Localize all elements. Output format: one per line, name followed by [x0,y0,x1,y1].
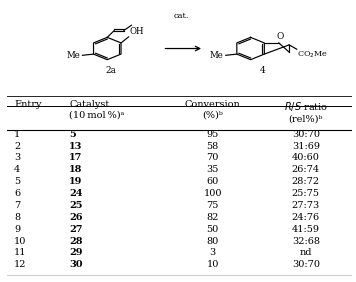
Text: 4: 4 [260,67,266,76]
Text: Me: Me [210,51,224,60]
Text: 24: 24 [69,189,83,198]
Text: 26: 26 [69,213,83,222]
Text: 31:69: 31:69 [292,142,320,151]
Text: 10: 10 [14,237,26,246]
Text: 5: 5 [14,177,20,186]
Text: 41:59: 41:59 [292,225,320,234]
Text: 80: 80 [206,237,219,246]
Text: 100: 100 [203,189,222,198]
Text: 13: 13 [69,142,83,151]
Text: 10: 10 [206,260,219,269]
Text: 1: 1 [14,130,20,139]
Text: 12: 12 [14,260,27,269]
Text: 2a: 2a [106,67,117,76]
Text: 28: 28 [69,237,83,246]
Text: 27:73: 27:73 [292,201,320,210]
Text: nd: nd [299,248,312,257]
Text: 75: 75 [206,201,219,210]
Text: cat.: cat. [174,12,189,20]
Text: 17: 17 [69,153,83,162]
Text: 82: 82 [206,213,219,222]
Text: 7: 7 [14,201,20,210]
Text: 27: 27 [69,225,83,234]
Text: 25:75: 25:75 [292,189,320,198]
Text: 32:68: 32:68 [292,237,320,246]
Text: O: O [277,32,284,41]
Text: 26:74: 26:74 [292,165,320,174]
Text: 28:72: 28:72 [292,177,320,186]
Text: 29: 29 [69,248,83,257]
Text: 19: 19 [69,177,83,186]
Text: 35: 35 [206,165,219,174]
Text: 24:76: 24:76 [292,213,320,222]
Text: 50: 50 [206,225,219,234]
Text: 6: 6 [14,189,20,198]
Text: Conversion
(%)ᵇ: Conversion (%)ᵇ [185,100,240,120]
Text: 3: 3 [209,248,216,257]
Text: 3: 3 [14,153,20,162]
Text: CO$_2$Me: CO$_2$Me [298,50,329,60]
Text: 8: 8 [14,213,20,222]
Text: 95: 95 [206,130,219,139]
Text: 60: 60 [206,177,219,186]
Text: 5: 5 [69,130,76,139]
Text: 58: 58 [206,142,219,151]
Text: OH: OH [130,27,144,36]
Text: 30: 30 [69,260,83,269]
Text: $\it{R/S}$ ratio
(rel%)ᵇ: $\it{R/S}$ ratio (rel%)ᵇ [284,100,328,124]
Text: Entry: Entry [14,100,42,109]
Text: 30:70: 30:70 [292,130,320,139]
Text: 4: 4 [14,165,20,174]
Text: 30:70: 30:70 [292,260,320,269]
Text: Catalyst
(10 mol %)ᵃ: Catalyst (10 mol %)ᵃ [69,100,125,120]
Text: 18: 18 [69,165,83,174]
Text: 25: 25 [69,201,83,210]
Text: 2: 2 [14,142,20,151]
Text: 11: 11 [14,248,27,257]
Text: 40:60: 40:60 [292,153,320,162]
Text: Me: Me [67,51,80,60]
Text: 9: 9 [14,225,20,234]
Text: 70: 70 [206,153,219,162]
